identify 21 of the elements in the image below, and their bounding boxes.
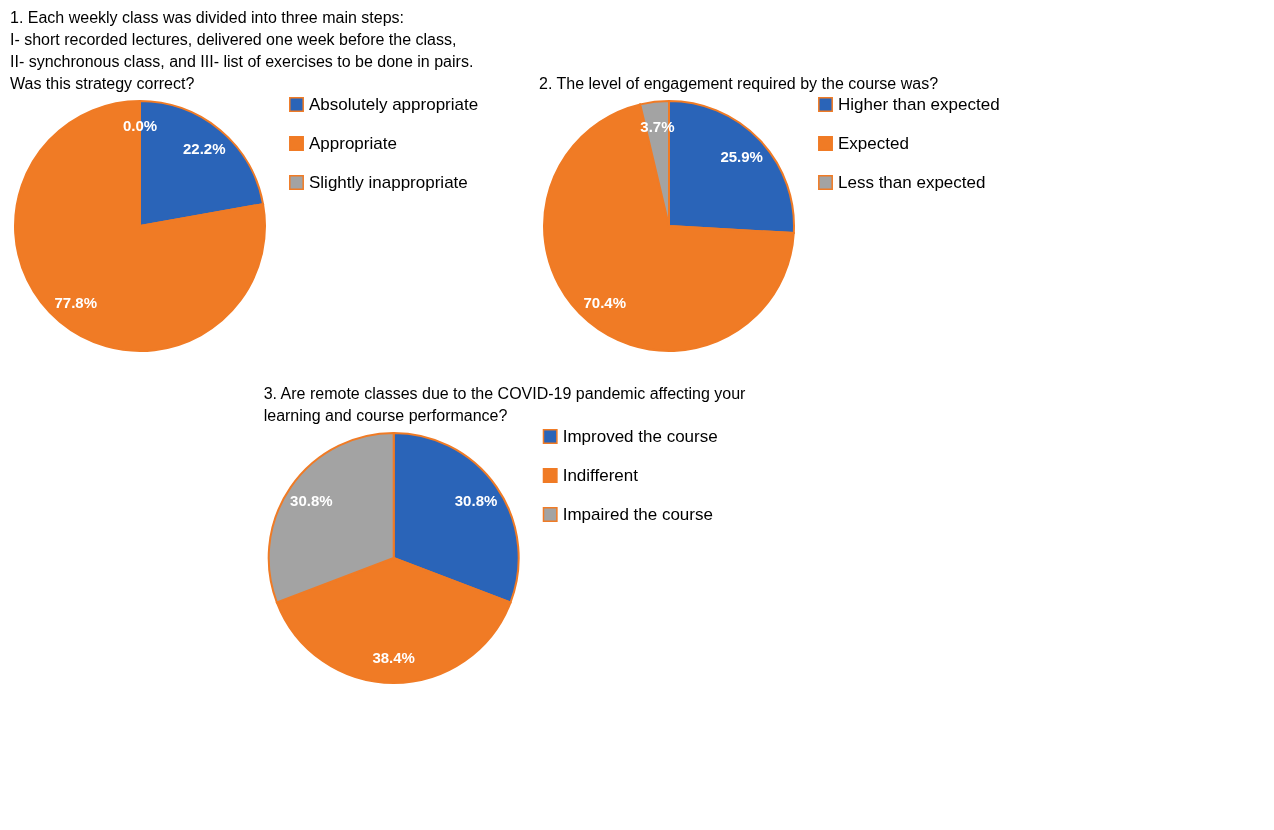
data-label: 25.9% xyxy=(720,148,763,166)
data-label: 22.2% xyxy=(182,140,226,158)
legend-label: Absolutely appropriate xyxy=(309,94,479,114)
legend-label: Less than expected xyxy=(838,172,986,192)
legend-label: Indifferent xyxy=(562,465,639,485)
legend-label: Impaired the course xyxy=(562,504,713,524)
legend-label: Appropriate xyxy=(309,133,397,153)
legend-label: Expected xyxy=(838,133,909,153)
data-label: 77.8% xyxy=(54,293,98,311)
legend-label: Improved the course xyxy=(562,426,718,446)
data-label: 38.4% xyxy=(372,649,415,666)
chart-title: 2. The level of engagement required by the course was? xyxy=(539,75,939,92)
pie-slice xyxy=(14,100,266,352)
chart-title: 3. Are remote classes due to the COVID-19 pandemic affecting your learning and course performance? xyxy=(263,385,747,424)
data-label: 30.8% xyxy=(290,492,333,510)
data-label: 30.8% xyxy=(454,492,498,510)
legend-label: Slightly inappropriate xyxy=(309,172,468,192)
chart-title: 1. Each weekly class was divided into three main steps: I- short recorded lectures, delivered one week before the class, II- synchronous class, and III- list of exercises to be done in pairs. Was this strategy correct? xyxy=(10,9,474,92)
data-label: 70.4% xyxy=(583,293,627,311)
legend-label: Higher than expected xyxy=(838,94,1000,114)
pie-slice xyxy=(543,103,795,352)
